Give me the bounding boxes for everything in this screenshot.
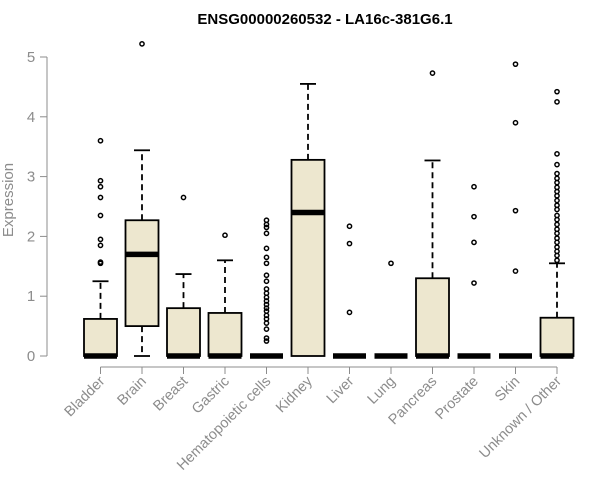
box-4 xyxy=(250,217,283,359)
outlier-point xyxy=(346,223,353,230)
outlier-point xyxy=(97,183,104,190)
box-9 xyxy=(457,183,491,359)
outlier-point xyxy=(471,280,477,286)
box-rect xyxy=(539,316,575,357)
outlier-point xyxy=(263,230,270,237)
outlier-point xyxy=(263,326,270,332)
outlier-point xyxy=(554,257,560,264)
x-tick-label-0: Bladder xyxy=(62,373,109,420)
outlier-point xyxy=(554,99,560,105)
outlier-point xyxy=(512,207,519,214)
outlier-point xyxy=(97,236,104,243)
x-tick-label-7: Lung xyxy=(365,374,399,408)
outlier-point xyxy=(263,245,270,252)
outlier-point xyxy=(554,184,560,191)
y-tick-label-1: 1 xyxy=(27,288,35,305)
outlier-point xyxy=(97,137,104,144)
y-axis: 0 1 2 3 4 5 xyxy=(27,49,48,365)
outlier-point xyxy=(554,244,560,251)
box-0 xyxy=(83,137,118,359)
plot-area xyxy=(83,40,575,359)
box-1 xyxy=(124,40,160,357)
box-rect xyxy=(124,219,160,327)
outlier-point xyxy=(554,88,560,95)
outlier-point xyxy=(554,170,560,177)
outlier-point xyxy=(263,224,270,231)
y-tick-label-4: 4 xyxy=(27,109,35,126)
outlier-point xyxy=(554,221,560,228)
x-tick-label-2: Breast xyxy=(150,374,191,415)
outlier-point xyxy=(222,232,228,239)
outlier-point xyxy=(554,151,560,157)
y-tick-label-3: 3 xyxy=(27,169,35,186)
outlier-point xyxy=(263,278,270,285)
outlier-point xyxy=(388,260,394,267)
outlier-point xyxy=(512,119,519,126)
outlier-point xyxy=(554,212,560,219)
y-axis-label: Expression xyxy=(0,163,17,237)
outlier-point xyxy=(471,213,477,220)
outlier-point xyxy=(263,272,270,279)
box-10 xyxy=(499,61,532,359)
outlier-point xyxy=(180,194,187,201)
box-rect xyxy=(207,312,243,357)
outlier-point xyxy=(554,235,560,242)
box-rect xyxy=(290,158,326,357)
box-5 xyxy=(290,83,326,357)
outlier-point xyxy=(512,61,519,68)
box-7 xyxy=(374,260,408,359)
outlier-point xyxy=(554,202,560,209)
outlier-point xyxy=(139,40,145,47)
outlier-point xyxy=(554,161,560,168)
y-tick-label-0: 0 xyxy=(27,348,35,365)
y-tick-label-5: 5 xyxy=(27,49,35,66)
outlier-point xyxy=(263,254,270,261)
box-rect xyxy=(415,277,450,357)
chart-title: ENSG00000260532 - LA16c-381G6.1 xyxy=(197,11,452,28)
y-tick-label-2: 2 xyxy=(27,228,35,245)
box-11 xyxy=(539,88,575,359)
outlier-point xyxy=(471,239,477,246)
outlier-point xyxy=(263,286,270,292)
outlier-point xyxy=(263,335,270,341)
outlier-point xyxy=(429,70,436,76)
outlier-point xyxy=(554,175,560,182)
x-tick-label-6: Liver xyxy=(324,373,358,407)
x-tick-label-9: Prostate xyxy=(432,374,481,423)
outlier-point xyxy=(554,226,560,233)
box-rect xyxy=(83,318,118,357)
outlier-point xyxy=(97,259,104,265)
x-tick-label-5: Kidney xyxy=(273,373,316,416)
outlier-point xyxy=(263,308,270,314)
outlier-point xyxy=(346,240,353,247)
outlier-point xyxy=(263,338,270,344)
x-tick-label-1: Brain xyxy=(115,374,150,409)
box-rect xyxy=(166,307,201,357)
box-2 xyxy=(166,194,201,359)
box-6 xyxy=(333,223,366,359)
outlier-point xyxy=(346,309,353,316)
outlier-point xyxy=(97,177,104,184)
outlier-point xyxy=(263,260,270,267)
outlier-point xyxy=(97,194,104,201)
outlier-point xyxy=(512,268,519,274)
outlier-point xyxy=(471,183,477,190)
box-3 xyxy=(207,232,243,359)
outlier-point xyxy=(554,197,560,204)
x-tick-label-10: Skin xyxy=(492,374,523,405)
box-8 xyxy=(415,70,450,359)
outlier-point xyxy=(97,212,104,219)
outlier-point xyxy=(97,242,104,249)
outlier-point xyxy=(263,217,270,224)
